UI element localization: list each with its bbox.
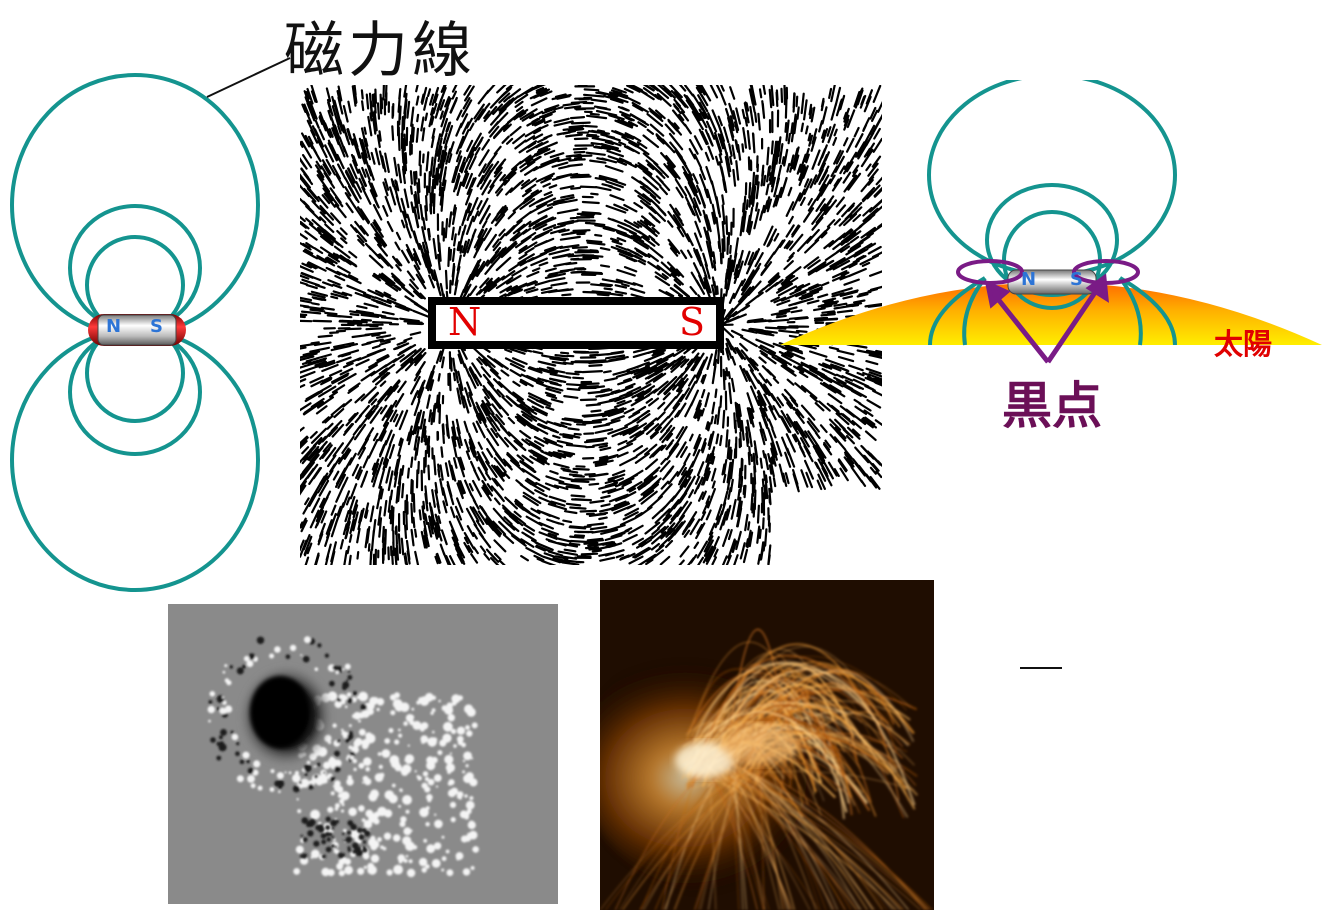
sun-magnet-s-label: S <box>1070 269 1083 290</box>
sun-label: 太陽 <box>1214 327 1273 361</box>
filings-bar-magnet <box>428 297 724 349</box>
magnet-s-label: S <box>150 316 163 337</box>
sun-magnet-n-label: N <box>1021 269 1037 290</box>
field-lines-title: 磁力線 <box>284 16 476 86</box>
filings-pole-s: S <box>679 300 706 344</box>
corona-loops-photo <box>600 580 934 910</box>
iron-filings-image <box>300 85 882 565</box>
sun-field-outer <box>927 80 1177 277</box>
filings-pole-n: N <box>448 300 482 344</box>
magnet-n-label: N <box>106 316 122 337</box>
field-line-pointer <box>206 57 291 98</box>
bar-magnet-field-diagram <box>10 57 291 592</box>
sunspot-label: 黒点 <box>1002 377 1102 435</box>
sun-surface <box>780 282 1322 345</box>
magnetogram-photo <box>168 604 558 904</box>
bar-magnet <box>88 314 186 346</box>
dash-line <box>1020 667 1062 669</box>
sunspot-arrows <box>984 273 1109 364</box>
sun-sunspot-diagram <box>780 80 1322 364</box>
field-line-outer-bottom <box>10 328 260 592</box>
sun-field-mid <box>985 183 1119 297</box>
iron-filings-pattern <box>300 85 882 565</box>
